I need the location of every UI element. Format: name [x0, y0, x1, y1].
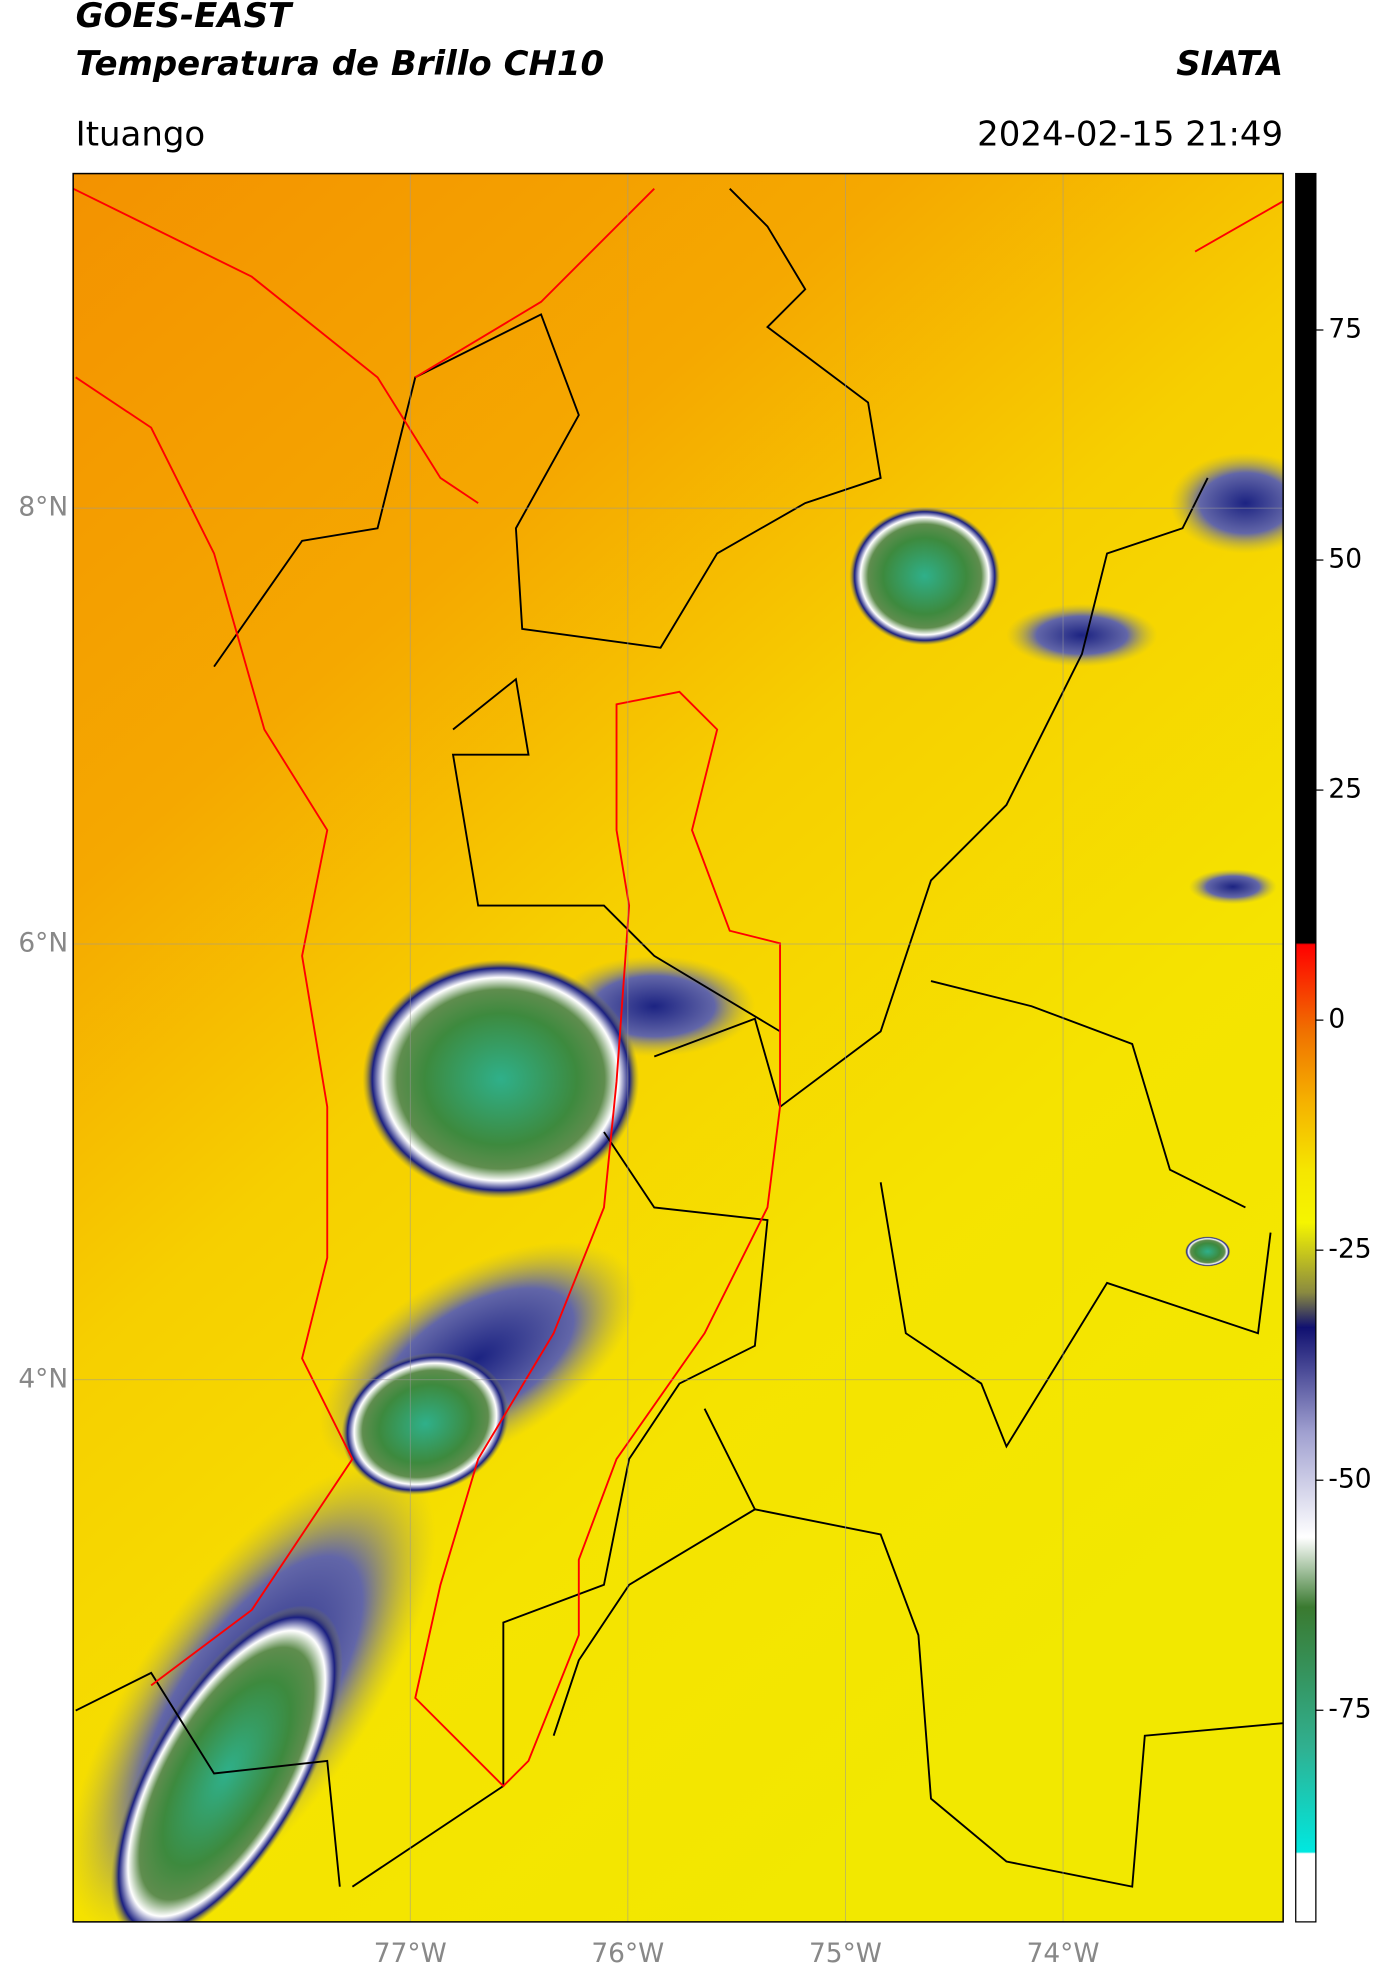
colorbar-tick-label: -25 — [1328, 1234, 1371, 1265]
subtitle: Temperatura de Brillo CH10 — [76, 44, 604, 84]
lat-tick-label: 4°N — [18, 1363, 68, 1394]
map — [73, 173, 1284, 1922]
map-frame — [72, 172, 1284, 1923]
lon-tick-label: 74°W — [1027, 1938, 1100, 1969]
colorbar-tick-label: -75 — [1328, 1694, 1371, 1725]
lon-tick-label: 76°W — [591, 1938, 664, 1969]
location: Ituango — [76, 114, 206, 154]
colorbar — [1295, 172, 1317, 1923]
lat-tick-label: 6°N — [18, 927, 68, 958]
colorbar-tick-label: 50 — [1328, 544, 1362, 575]
colorbar-tick-label: 75 — [1328, 314, 1362, 345]
title: GOES-EAST — [76, 0, 294, 36]
graticule — [73, 173, 1284, 1922]
colorbar-tick-label: -50 — [1328, 1464, 1371, 1495]
datetime: 2024-02-15 21:49 — [977, 114, 1283, 154]
lat-tick-label: 8°N — [18, 492, 68, 523]
colorbar-tick-label: 25 — [1328, 774, 1362, 805]
lon-tick-label: 77°W — [374, 1938, 447, 1969]
lon-tick-label: 75°W — [809, 1938, 882, 1969]
source: SIATA — [1176, 44, 1283, 84]
colorbar-tick-label: 0 — [1328, 1004, 1345, 1035]
